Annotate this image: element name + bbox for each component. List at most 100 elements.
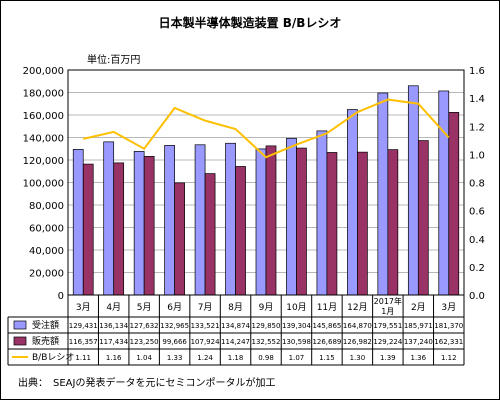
category-label: 7月 (198, 302, 213, 313)
order-bar (347, 109, 358, 296)
left-tick-label: 120,000 (23, 156, 64, 167)
data-label: 129,850 (252, 322, 281, 330)
sales-bar (265, 145, 277, 296)
data-label: 1.15 (319, 354, 335, 362)
left-tick-label: 0 (58, 291, 64, 302)
order-bar (72, 149, 84, 296)
data-label: 162,331 (434, 338, 463, 346)
sales-bar (448, 112, 460, 296)
sales-bar (357, 151, 368, 296)
data-label: 126,982 (343, 338, 372, 346)
left-tick-label: 20,000 (29, 269, 64, 280)
left-tick-label: 40,000 (29, 246, 64, 257)
order-bar (164, 145, 175, 296)
data-label: 136,134 (99, 322, 128, 330)
chart-title: 日本製半導体製造装置 B/Bレシオ (159, 15, 342, 30)
order-bar (438, 90, 450, 296)
right-tick-label: 0.4 (469, 235, 485, 246)
category-label: 4月 (106, 302, 121, 313)
sales-bar (174, 182, 185, 296)
sales-bar (326, 152, 338, 296)
unit-label: 単位:百万円 (87, 53, 140, 66)
sales-bar (417, 140, 429, 296)
left-tick-label: 160,000 (23, 111, 64, 122)
data-label: 1.12 (441, 354, 457, 362)
data-label: 1.30 (350, 354, 366, 362)
sales-bar (204, 173, 216, 296)
legend-label: B/Bレシオ (32, 352, 74, 363)
order-bar (194, 144, 206, 296)
left-tick-label: 100,000 (23, 179, 64, 190)
data-label: 132,965 (160, 322, 189, 330)
category-label: 9月 (259, 302, 274, 313)
data-label: 164,870 (343, 322, 372, 330)
left-tick-label: 60,000 (29, 224, 64, 235)
data-label: 117,434 (99, 338, 128, 346)
order-bar (316, 130, 328, 296)
data-label: 1.33 (167, 354, 183, 362)
data-label: 116,357 (69, 338, 98, 346)
data-label: 1.04 (136, 354, 152, 362)
data-label: 1.36 (411, 354, 427, 362)
sales-bar (296, 147, 307, 296)
data-label: 133,521 (191, 322, 220, 330)
data-label: 1.39 (380, 354, 396, 362)
data-label: 137,240 (404, 338, 433, 346)
left-tick-label: 180,000 (23, 89, 64, 100)
order-legend-swatch (13, 320, 27, 330)
data-label: 130,598 (282, 338, 311, 346)
data-label: 99,666 (162, 338, 187, 346)
right-tick-label: 0.2 (469, 263, 485, 274)
category-label-line: 2017年 (374, 296, 402, 306)
right-tick-label: 0.0 (469, 291, 485, 302)
sales-legend-swatch (13, 336, 27, 346)
legend-label: 販売額 (32, 335, 59, 347)
sales-bar (387, 149, 399, 296)
category-label: 3月 (76, 302, 91, 313)
data-label: 132,552 (252, 338, 281, 346)
right-tick-label: 1.4 (469, 94, 485, 105)
order-bar (103, 141, 115, 296)
order-bar (225, 142, 236, 296)
order-bar (377, 92, 389, 296)
category-label: 2月 (411, 302, 426, 313)
left-tick-label: 200,000 (23, 66, 64, 77)
data-label: 107,924 (191, 338, 220, 346)
category-label: 3月 (441, 302, 456, 313)
data-label: 123,250 (130, 338, 159, 346)
data-label: 139,304 (282, 322, 311, 330)
data-label: 127,632 (130, 322, 159, 330)
data-label: 129,224 (373, 338, 402, 346)
right-tick-label: 0.6 (469, 207, 485, 218)
sales-bar (143, 155, 155, 296)
right-tick-label: 0.8 (469, 179, 485, 190)
data-label: 1.07 (289, 354, 305, 362)
plot-area-border (67, 69, 465, 296)
sales-bar (113, 162, 125, 296)
sales-bar (235, 166, 246, 296)
left-axis-ticks: 0 20,000 40,000 60,000 80,000 100,000 120,000 1… (23, 66, 64, 302)
sales-bar (82, 163, 94, 296)
category-label: 8月 (228, 302, 243, 313)
bars (72, 85, 460, 296)
bb-ratio-line (83, 98, 450, 159)
source-note: 出典： SEAJの発表データを元にセミコンポータルが加工 (18, 376, 275, 389)
data-label: 185,971 (404, 322, 433, 330)
category-label-line: 1月 (381, 307, 394, 316)
right-tick-label: 1.6 (469, 66, 485, 77)
category-label: 12月 (347, 302, 367, 313)
right-tick-label: 1.0 (469, 150, 485, 161)
data-label: 129,431 (69, 322, 98, 330)
data-label: 181,370 (434, 322, 463, 330)
legend-label: 受注額 (32, 319, 59, 331)
data-label: 1.11 (75, 354, 91, 362)
left-tick-label: 140,000 (23, 134, 64, 145)
data-label: 145,865 (312, 322, 341, 330)
category-label: 10月 (286, 302, 306, 313)
ratio-line (83, 98, 450, 159)
data-label: 1.18 (228, 354, 244, 362)
category-label: 11月 (317, 302, 337, 313)
data-label: 134,874 (221, 322, 250, 330)
right-tick-label: 1.2 (469, 122, 485, 133)
